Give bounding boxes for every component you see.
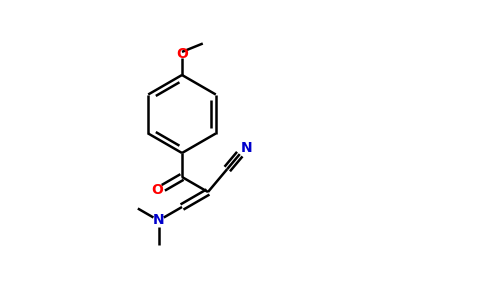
Text: N: N (241, 141, 252, 155)
Text: N: N (153, 214, 165, 227)
Text: O: O (151, 184, 163, 197)
Text: O: O (176, 47, 188, 61)
